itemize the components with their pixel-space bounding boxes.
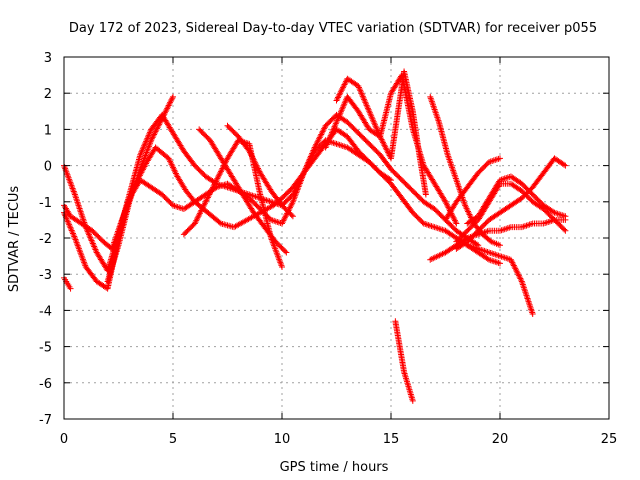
series-track-7: [196, 126, 290, 256]
series-track-4: [104, 93, 176, 285]
point-markers: [104, 93, 176, 285]
y-tick-label: 0: [44, 160, 52, 175]
point-markers: [453, 155, 569, 252]
x-tick-label: 0: [60, 432, 68, 447]
x-tick-label: 15: [383, 432, 400, 447]
point-markers: [464, 242, 536, 318]
x-tick-label: 25: [601, 432, 618, 447]
y-tick-label: -4: [39, 304, 52, 319]
y-axis-label: SDTVAR / TECUs: [7, 186, 22, 293]
series-track-5: [61, 274, 74, 292]
point-markers: [392, 318, 416, 404]
y-tick-label: -5: [39, 341, 52, 356]
point-markers: [453, 180, 569, 245]
data-points: [61, 68, 569, 404]
series-track-15: [464, 173, 569, 227]
x-tick-label: 20: [492, 432, 509, 447]
point-markers: [464, 173, 569, 227]
y-tick-label: 3: [44, 51, 52, 66]
x-tick-label: 10: [274, 432, 291, 447]
x-axis-label: GPS time / hours: [280, 460, 389, 475]
point-markers: [196, 126, 290, 256]
series-track-11: [427, 93, 503, 249]
grid: [64, 57, 609, 419]
y-tick-label: -3: [39, 268, 52, 283]
series-track-16: [453, 180, 569, 245]
point-markers: [427, 93, 503, 249]
series-track-10: [322, 72, 460, 227]
series-track-18: [442, 155, 503, 223]
point-markers: [322, 72, 460, 227]
point-markers: [61, 274, 74, 292]
point-markers: [224, 122, 296, 220]
chart-title: Day 172 of 2023, Sidereal Day-to-day VTE…: [69, 21, 597, 36]
series-track-17: [464, 242, 536, 318]
x-tick-label: 5: [169, 432, 177, 447]
y-tick-label: 1: [44, 123, 52, 138]
y-tick-label: 2: [44, 87, 52, 102]
series-track-8: [224, 122, 296, 220]
y-tick-label: -7: [39, 413, 52, 428]
y-tick-label: -1: [39, 196, 52, 211]
y-tick-label: -6: [39, 377, 52, 392]
series-track-12: [392, 318, 416, 404]
point-markers: [442, 155, 503, 223]
y-tick-label: -2: [39, 232, 52, 247]
series-track-14: [453, 155, 569, 252]
